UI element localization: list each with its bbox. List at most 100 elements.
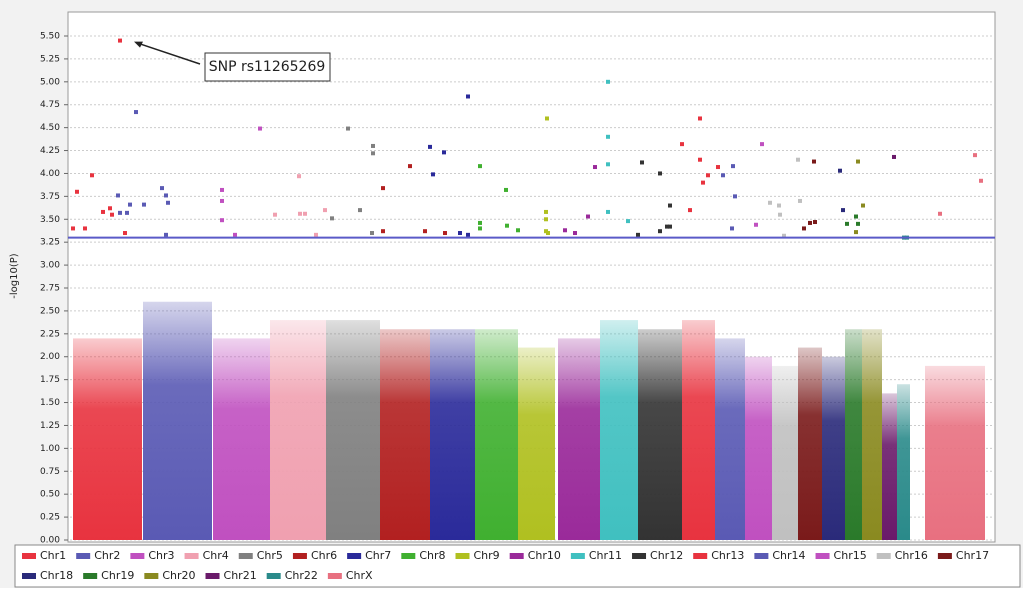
snp-point <box>973 153 977 158</box>
legend-label: Chr1 <box>40 549 66 562</box>
y-tick-label: 1.50 <box>40 398 60 408</box>
snp-point <box>478 220 482 225</box>
y-tick-label: 3.25 <box>40 238 60 248</box>
snp-point <box>665 224 669 229</box>
snp-point <box>856 159 860 164</box>
legend-swatch <box>184 553 199 559</box>
density-area <box>715 338 745 540</box>
snp-point <box>698 157 702 162</box>
snp-point <box>458 231 462 236</box>
snp-point <box>220 198 224 203</box>
snp-point <box>142 202 146 207</box>
legend <box>14 544 1021 588</box>
legend-label: Chr2 <box>94 549 120 562</box>
density-area <box>475 329 518 540</box>
legend-swatch <box>22 573 36 579</box>
legend-swatch <box>292 553 307 559</box>
y-tick-label: 2.75 <box>40 284 60 294</box>
legend-label: ChrX <box>346 569 373 582</box>
legend-swatch <box>327 573 342 579</box>
snp-point <box>134 110 138 115</box>
snp-point <box>731 164 735 169</box>
density-area <box>213 338 270 540</box>
legend-label: Chr17 <box>956 549 989 562</box>
legend-label: Chr18 <box>40 569 73 582</box>
y-tick-label: 5.00 <box>40 77 60 87</box>
snp-point <box>108 206 112 211</box>
snp-point <box>346 126 350 131</box>
annotation-arrow <box>135 41 201 65</box>
legend-label: Chr22 <box>285 569 318 582</box>
snp-point <box>626 219 630 224</box>
snp-point <box>371 143 375 148</box>
y-axis-label: -log10(P) <box>9 253 20 299</box>
legend-label: Chr16 <box>895 549 928 562</box>
legend-label: Chr4 <box>203 549 229 562</box>
snp-point <box>698 116 702 121</box>
snp-point <box>777 203 781 208</box>
snp-point <box>466 94 470 99</box>
legend-swatch <box>130 553 145 559</box>
snp-point <box>381 229 385 234</box>
snp-point <box>861 203 865 208</box>
y-tick-label: 5.50 <box>40 32 60 42</box>
snp-point <box>938 211 942 216</box>
density-area <box>518 347 555 540</box>
snp-point <box>808 220 812 225</box>
snp-point <box>606 134 610 139</box>
legend-label: Chr11 <box>589 549 622 562</box>
snp-point <box>658 171 662 176</box>
legend-swatch <box>144 573 159 579</box>
density-area <box>772 365 798 540</box>
snp-point <box>841 208 845 213</box>
density-area <box>862 329 882 540</box>
y-tick-label: 4.50 <box>40 123 60 133</box>
snp-point <box>220 187 224 192</box>
snp-point <box>258 126 262 131</box>
snp-point <box>845 221 849 226</box>
y-tick-label: 5.25 <box>40 54 60 64</box>
legend-swatch <box>455 553 470 559</box>
y-tick-label: 0.75 <box>40 467 60 477</box>
snp-point <box>636 232 640 237</box>
legend-label: Chr21 <box>224 569 257 582</box>
y-tick-label: 0.25 <box>40 513 60 523</box>
snp-point <box>101 209 105 214</box>
snp-point <box>90 173 94 178</box>
legend-swatch <box>401 553 416 559</box>
legend-label: Chr15 <box>834 549 867 562</box>
snp-point <box>688 208 692 213</box>
snp-point <box>123 231 127 236</box>
snp-point <box>733 194 737 199</box>
snp-point <box>314 232 318 237</box>
legend-label: Chr3 <box>148 549 174 562</box>
density-area <box>73 338 142 540</box>
y-tick-label: 0.00 <box>40 536 60 546</box>
legend-label: Chr5 <box>257 549 283 562</box>
y-tick-label: 1.75 <box>40 375 60 385</box>
snp-point <box>706 173 710 178</box>
snp-point <box>593 165 597 170</box>
snp-point <box>606 162 610 167</box>
legend-label: Chr7 <box>365 549 391 562</box>
y-tick-label: 2.00 <box>40 352 60 362</box>
density-area <box>845 329 862 540</box>
snp-point <box>606 209 610 214</box>
snp-point <box>778 212 782 217</box>
snp-point <box>760 142 764 147</box>
snp-point <box>160 186 164 191</box>
legend-swatch <box>22 553 36 559</box>
snp-point <box>668 224 672 229</box>
snp-point <box>371 151 375 156</box>
snp-point <box>768 200 772 205</box>
legend-label: Chr20 <box>162 569 195 582</box>
snp-point <box>370 231 374 236</box>
legend-swatch <box>570 553 585 559</box>
snp-point <box>116 193 120 198</box>
density-area <box>897 384 910 540</box>
snp-point <box>442 150 446 155</box>
legend-swatch <box>815 553 830 559</box>
y-tick-label: 1.00 <box>40 444 60 454</box>
legend-swatch <box>632 553 647 559</box>
y-tick-label: 4.75 <box>40 100 60 110</box>
